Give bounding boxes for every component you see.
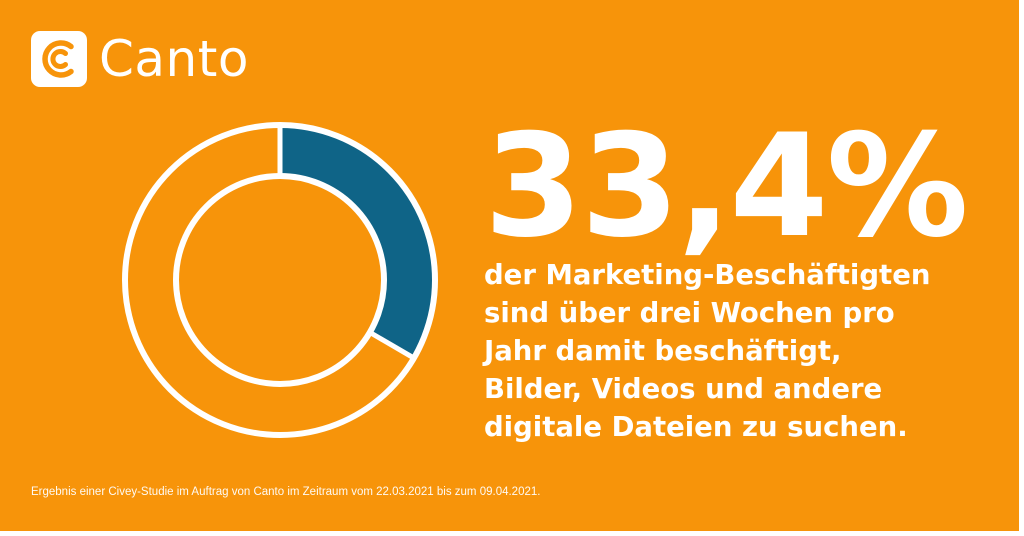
donut-divider	[368, 330, 416, 361]
description-line: der Marketing-Beschäftigten	[484, 259, 931, 291]
description-text: der Marketing-Beschäftigten sind über dr…	[484, 256, 1004, 446]
description-line: digitale Dateien zu suchen.	[484, 411, 908, 443]
headline-percentage: 33,4%	[484, 104, 969, 269]
description-line: Bilder, Videos und andere	[484, 373, 883, 405]
footnote: Ergebnis einer Civey-Studie im Auftrag v…	[31, 486, 541, 498]
donut-slice-1	[124, 125, 414, 435]
description-line: Jahr damit beschäftigt,	[484, 335, 842, 367]
donut-slice-0	[280, 125, 436, 359]
canto-logo-icon	[31, 31, 87, 87]
donut-chart	[120, 120, 440, 440]
description-line: sind über drei Wochen pro	[484, 297, 895, 329]
donut-chart-svg	[122, 122, 438, 438]
donut-inner-ring	[173, 173, 387, 387]
canto-logo-text: Canto	[99, 30, 249, 88]
canto-logo: Canto	[31, 31, 249, 87]
